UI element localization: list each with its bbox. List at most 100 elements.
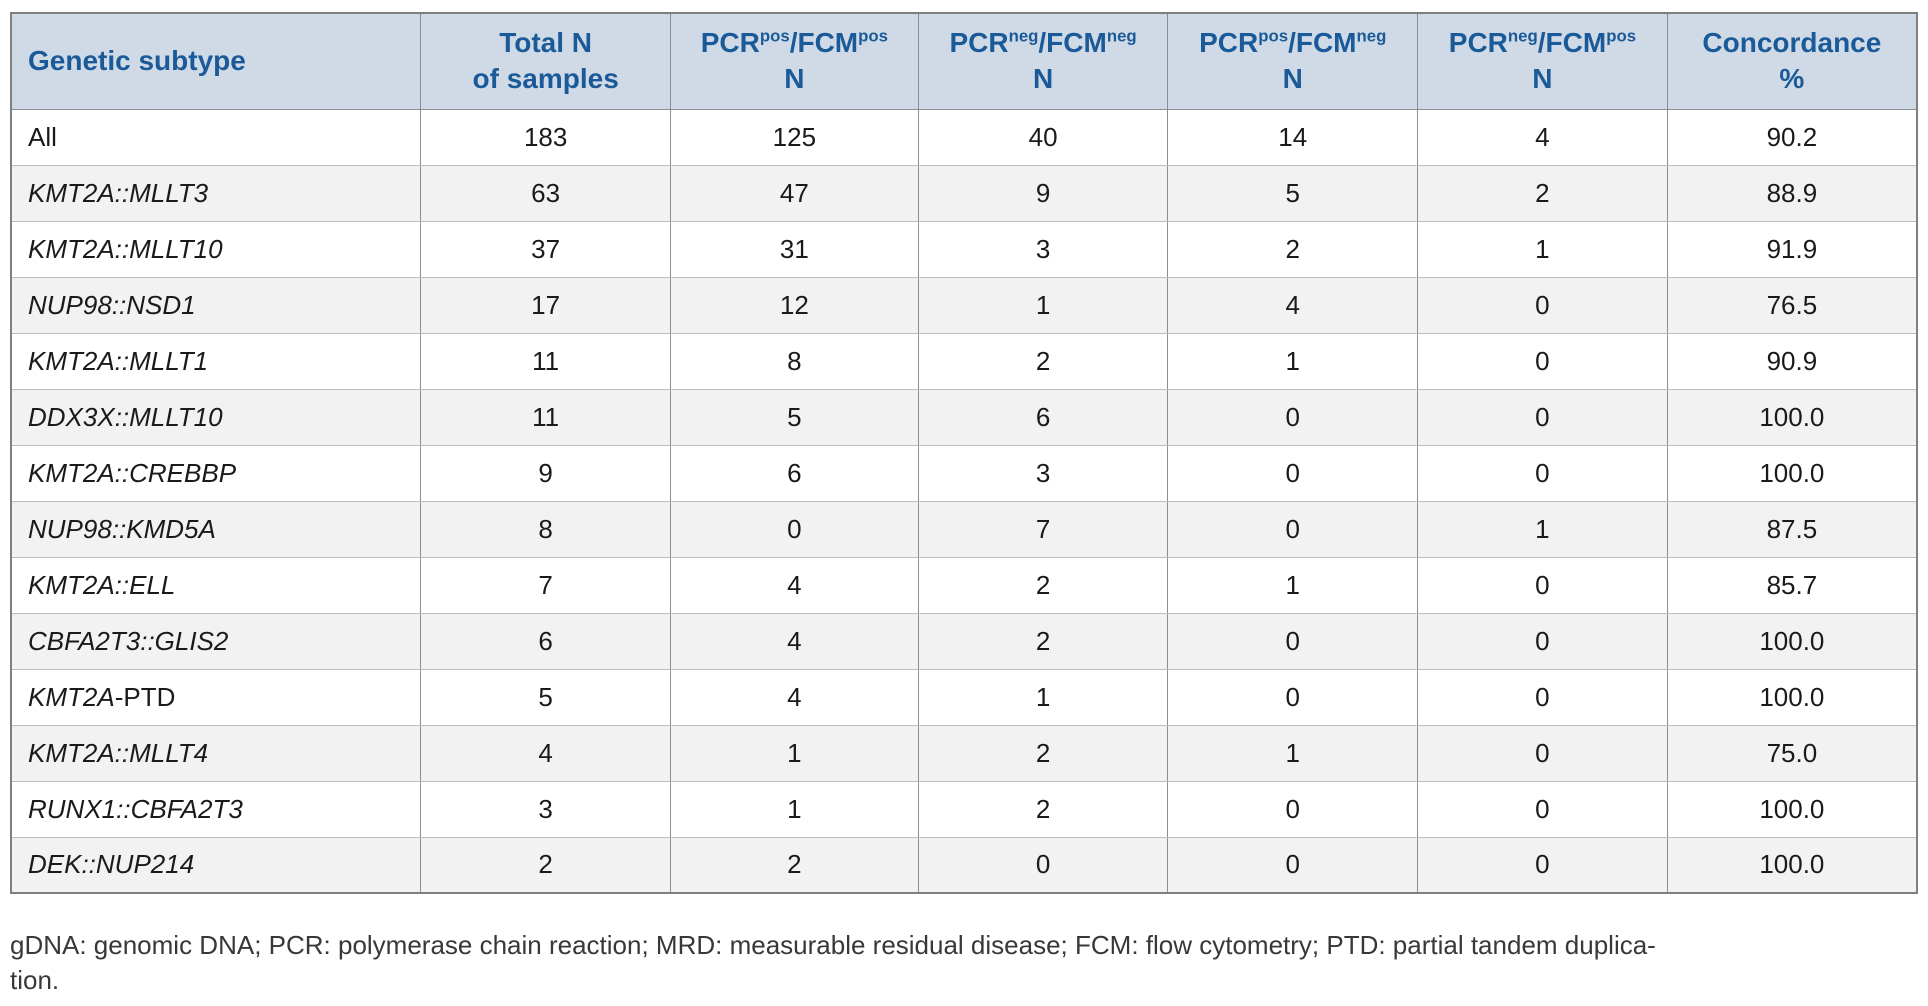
pcrneg-fcmpos-cell: 0 (1417, 668, 1668, 726)
pcrpos-fcmneg-cell: 0 (1167, 780, 1419, 838)
pcrpos-fcmpos-cell: 12 (669, 276, 919, 334)
pcrpos-fcmneg-cell: 5 (1167, 164, 1419, 222)
col-header-pcrpos-fcmneg: PCRpos/FCMneg N (1167, 12, 1419, 110)
table-row: KMT2A::CREBBP 9 6 3 0 0 100.0 (10, 444, 1918, 502)
header-part: PCR (700, 27, 760, 59)
concordance-cell: 87.5 (1666, 500, 1918, 558)
superscript: neg (1507, 26, 1538, 46)
subtype-cell: DEK::NUP214 (10, 836, 422, 894)
concordance-cell: 76.5 (1666, 276, 1918, 334)
pcrneg-fcmpos-cell: 0 (1417, 276, 1668, 334)
concordance-cell: 100.0 (1666, 612, 1918, 670)
pcrneg-fcmpos-cell: 0 (1417, 556, 1668, 614)
col-header-pcrneg-fcmpos: PCRneg/FCMpos N (1417, 12, 1668, 110)
gene-name-italic: KMT2A::CREBBP (28, 457, 237, 488)
subtype-cell: KMT2A-PTD (10, 668, 422, 726)
subtype-cell: DDX3X::MLLT10 (10, 388, 422, 446)
table-row: RUNX1::CBFA2T3 3 1 2 0 0 100.0 (10, 780, 1918, 838)
superscript: pos (759, 26, 790, 46)
superscript: neg (1106, 26, 1137, 46)
total-n-cell: 63 (420, 164, 671, 222)
pcrneg-fcmneg-cell: 2 (917, 724, 1169, 782)
total-n-cell: 2 (420, 836, 671, 894)
gene-name-roman: -PTD (114, 681, 176, 712)
gene-name-italic: KMT2A::MLLT3 (28, 177, 209, 208)
subtype-cell: CBFA2T3::GLIS2 (10, 612, 422, 670)
pcrneg-fcmneg-cell: 6 (917, 388, 1169, 446)
gene-name-italic: DDX3X::MLLT10 (28, 401, 223, 432)
pcrpos-fcmpos-cell: 8 (669, 332, 919, 390)
superscript: pos (1258, 26, 1289, 46)
header-line2: N (1532, 63, 1553, 95)
gene-name-italic: KMT2A::MLLT4 (28, 737, 209, 768)
table-body: All 183 125 40 14 4 90.2 KMT2A::MLLT3 63… (10, 108, 1918, 894)
pcrneg-fcmneg-cell: 3 (917, 444, 1169, 502)
header-part: /FCM (1537, 27, 1607, 59)
header-part: PCR (1199, 27, 1259, 59)
pcrneg-fcmpos-cell: 0 (1417, 836, 1668, 894)
pcrpos-fcmpos-cell: 2 (669, 836, 919, 894)
subtype-cell: KMT2A::MLLT4 (10, 724, 422, 782)
header-line2: % (1779, 63, 1805, 95)
pcrpos-fcmpos-cell: 47 (669, 164, 919, 222)
pcrpos-fcmneg-cell: 4 (1167, 276, 1419, 334)
pcrpos-fcmpos-cell: 4 (669, 668, 919, 726)
pcrpos-fcmneg-cell: 2 (1167, 220, 1419, 278)
pcrneg-fcmpos-cell: 4 (1417, 108, 1668, 166)
superscript: pos (858, 26, 888, 46)
superscript: pos (1606, 26, 1637, 46)
pcrpos-fcmneg-cell: 1 (1167, 724, 1419, 782)
pcrneg-fcmneg-cell: 2 (917, 780, 1169, 838)
pcrpos-fcmneg-cell: 0 (1167, 388, 1419, 446)
header-part: /FCM (1038, 27, 1107, 59)
header-part: PCR (1448, 27, 1508, 59)
pcrpos-fcmneg-cell: 1 (1167, 556, 1419, 614)
concordance-cell: 100.0 (1666, 780, 1918, 838)
concordance-cell: 100.0 (1666, 836, 1918, 894)
table-header: Genetic subtype Total N of samples PCRpo… (10, 12, 1918, 110)
header-row: Genetic subtype Total N of samples PCRpo… (10, 12, 1918, 110)
gene-name-roman: All (28, 121, 57, 152)
total-n-cell: 17 (420, 276, 671, 334)
table-row: KMT2A::ELL 7 4 2 1 0 85.7 (10, 556, 1918, 614)
col-header-pcrpos-fcmpos: PCRpos/FCMpos N (669, 12, 919, 110)
total-n-cell: 9 (420, 444, 671, 502)
pcrneg-fcmneg-cell: 0 (917, 836, 1169, 894)
pcrneg-fcmpos-cell: 0 (1417, 780, 1668, 838)
total-n-cell: 5 (420, 668, 671, 726)
concordance-cell: 91.9 (1666, 220, 1918, 278)
subtype-cell: RUNX1::CBFA2T3 (10, 780, 422, 838)
gene-name-italic: NUP98::KMD5A (28, 513, 216, 544)
pcrneg-fcmneg-cell: 1 (917, 276, 1169, 334)
table-row: NUP98::KMD5A 8 0 7 0 1 87.5 (10, 500, 1918, 558)
pcrpos-fcmneg-cell: 0 (1167, 836, 1419, 894)
header-part: PCR (949, 27, 1009, 59)
col-header-concordance: Concordance % (1666, 12, 1918, 110)
pcrpos-fcmpos-cell: 31 (669, 220, 919, 278)
pcrpos-fcmneg-cell: 0 (1167, 612, 1419, 670)
pcrneg-fcmneg-cell: 3 (917, 220, 1169, 278)
pcrpos-fcmpos-cell: 4 (669, 556, 919, 614)
header-line2: of samples (472, 63, 619, 95)
gene-name-italic: DEK::NUP214 (28, 849, 195, 880)
header-line1: PCRneg/FCMneg (927, 25, 1160, 61)
concordance-cell: 100.0 (1666, 444, 1918, 502)
total-n-cell: 11 (420, 332, 671, 390)
subtype-cell: NUP98::KMD5A (10, 500, 422, 558)
concordance-cell: 90.9 (1666, 332, 1918, 390)
pcrneg-fcmpos-cell: 2 (1417, 164, 1668, 222)
pcrneg-fcmpos-cell: 1 (1417, 500, 1668, 558)
table-row: CBFA2T3::GLIS2 6 4 2 0 0 100.0 (10, 612, 1918, 670)
header-label: Genetic subtype (28, 45, 246, 77)
pcrneg-fcmpos-cell: 0 (1417, 612, 1668, 670)
total-n-cell: 8 (420, 500, 671, 558)
header-line2: N (1032, 63, 1054, 95)
pcrpos-fcmneg-cell: 1 (1167, 332, 1419, 390)
table-row: DEK::NUP214 2 2 0 0 0 100.0 (10, 836, 1918, 894)
total-n-cell: 7 (420, 556, 671, 614)
gene-name-italic: KMT2A::MLLT10 (28, 233, 223, 264)
pcrpos-fcmpos-cell: 0 (669, 500, 919, 558)
footnote-line: tion. (10, 965, 60, 995)
header-line1: Total N (499, 27, 593, 59)
subtype-cell: NUP98::NSD1 (10, 276, 422, 334)
